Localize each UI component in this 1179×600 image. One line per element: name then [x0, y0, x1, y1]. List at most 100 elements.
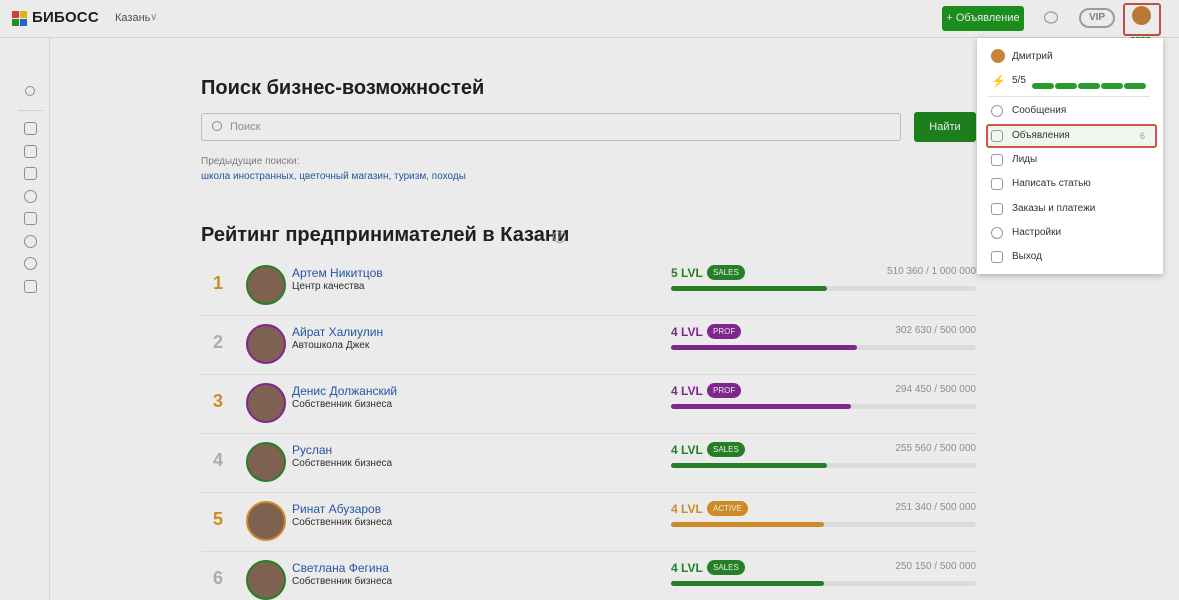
rank-number: 2	[213, 332, 224, 352]
briefcase-icon[interactable]	[24, 167, 37, 180]
user-name-link[interactable]: Денис Должанский	[292, 384, 398, 398]
chevron-down-icon[interactable]: ∨	[150, 12, 158, 23]
row-divider	[201, 374, 976, 375]
energy-bar	[1032, 76, 1150, 89]
menu-item-4[interactable]: Написать статью	[977, 173, 1163, 195]
avatar[interactable]	[1132, 6, 1151, 25]
menu-item-5[interactable]: Заказы и платежи	[977, 198, 1163, 220]
progress-fill	[671, 345, 858, 350]
pencil-icon	[991, 178, 1003, 190]
find-button[interactable]: Найти	[914, 112, 976, 142]
store-icon[interactable]	[24, 145, 37, 158]
megaphone-icon	[991, 130, 1003, 142]
level-label: 4 LVL	[671, 561, 703, 575]
help-icon[interactable]: ?	[553, 230, 566, 243]
menu-item-1[interactable]: Сообщения	[977, 100, 1163, 122]
dollar-icon[interactable]	[24, 235, 37, 248]
rating-row[interactable]: 2 Айрат Халиулин Автошкола Джек 4 LVL PR…	[201, 316, 976, 375]
search-input[interactable]	[201, 113, 901, 141]
clipboard-icon[interactable]	[24, 280, 37, 293]
user-name-link[interactable]: Руслан	[292, 443, 333, 457]
city-selector[interactable]: Казань	[115, 12, 151, 24]
avatar[interactable]	[246, 324, 286, 364]
menu-item-7[interactable]: Выход	[977, 246, 1163, 268]
previous-search-link[interactable]: школа иностранных	[201, 171, 294, 182]
progress-fill	[671, 286, 827, 291]
points-text: 302 630 / 500 000	[895, 325, 976, 336]
rank-number: 5	[213, 509, 224, 529]
search-icon[interactable]	[25, 86, 35, 96]
menu-item-6[interactable]: Настройки	[977, 222, 1163, 244]
search-placeholder: Поиск	[230, 121, 261, 133]
progress-track	[671, 345, 976, 350]
brand-name[interactable]: БИБОСС	[32, 9, 99, 26]
user-name-link[interactable]: Ринат Абузаров	[292, 502, 382, 516]
users-icon[interactable]	[24, 122, 37, 135]
logo-icon[interactable]	[12, 11, 27, 26]
progress-track	[671, 463, 976, 468]
rank-number: 6	[213, 568, 224, 588]
rating-row[interactable]: 4 Руслан Собственник бизнеса 4 LVL SALES…	[201, 434, 976, 493]
menu-item-label: Выход	[1012, 251, 1042, 262]
coins-icon[interactable]	[24, 190, 37, 203]
progress-fill	[671, 404, 851, 409]
search-icon	[212, 121, 222, 131]
cart-icon	[991, 203, 1003, 215]
rating-row[interactable]: 6 Светлана Фегина Собственник бизнеса 4 …	[201, 552, 976, 600]
points-text: 510 360 / 1 000 000	[887, 266, 976, 277]
bolt-icon: ⚡	[991, 74, 1006, 88]
points-text: 250 150 / 500 000	[895, 561, 976, 572]
rank-number: 1	[213, 273, 224, 293]
user-name-link[interactable]: Светлана Фегина	[292, 561, 389, 575]
previous-searches: школа иностранных, цветочный магазин, ту…	[201, 171, 466, 182]
divider	[18, 110, 43, 111]
previous-searches-label: Предыдущие поиски:	[201, 156, 300, 167]
level-badge: ACTIVE	[707, 501, 748, 516]
chat-icon[interactable]	[1043, 10, 1059, 26]
logout-icon	[991, 251, 1003, 263]
row-divider	[201, 551, 976, 552]
points-text: 294 450 / 500 000	[895, 384, 976, 395]
menu-item-label: Настройки	[1012, 227, 1062, 238]
user-company: Собственник бизнеса	[292, 458, 393, 469]
divider	[987, 96, 1150, 97]
page-title: Поиск бизнес-возможностей	[201, 77, 485, 99]
user-name-link[interactable]: Айрат Халиулин	[292, 325, 384, 339]
funnel-icon	[991, 154, 1003, 166]
calendar-icon[interactable]	[24, 212, 37, 225]
points-text: 255 560 / 500 000	[895, 443, 976, 454]
rating-row[interactable]: 1 Артем Никитцов Центр качества 5 LVL SA…	[201, 257, 976, 316]
avatar[interactable]	[246, 442, 286, 482]
progress-track	[671, 522, 976, 527]
avatar[interactable]	[246, 265, 286, 305]
level-label: 4 LVL	[671, 325, 703, 339]
bulb-icon[interactable]	[24, 257, 37, 270]
energy-count: 5/5	[1012, 75, 1026, 86]
progress-track	[671, 286, 976, 291]
avatar[interactable]	[246, 560, 286, 600]
level-badge: SALES	[707, 560, 745, 575]
level-label: 4 LVL	[671, 384, 703, 398]
user-company: Собственник бизнеса	[292, 517, 393, 528]
previous-search-link[interactable]: туризм	[394, 171, 427, 182]
level-label: 4 LVL	[671, 443, 703, 457]
rating-row[interactable]: 5 Ринат Абузаров Собственник бизнеса 4 L…	[201, 493, 976, 552]
user-name[interactable]: Дмитрий	[1012, 51, 1053, 62]
rating-row[interactable]: 3 Денис Должанский Собственник бизнеса 4…	[201, 375, 976, 434]
progress-fill	[671, 522, 824, 527]
level-label: 4 LVL	[671, 502, 703, 516]
avatar[interactable]	[246, 383, 286, 423]
level-badge: SALES	[707, 265, 745, 280]
new-ad-button[interactable]: + Объявление	[942, 6, 1024, 31]
menu-item-2[interactable]: Объявления	[977, 125, 1163, 147]
menu-item-3[interactable]: Лиды	[977, 149, 1163, 171]
vip-toggle[interactable]: VIP	[1079, 8, 1115, 28]
previous-search-link[interactable]: цветочный магазин	[299, 171, 389, 182]
level-badge: PROF	[707, 383, 742, 398]
progress-track	[671, 581, 976, 586]
user-name-link[interactable]: Артем Никитцов	[292, 266, 383, 280]
rank-number: 3	[213, 391, 224, 411]
user-company: Центр качества	[292, 281, 365, 292]
avatar[interactable]	[246, 501, 286, 541]
previous-search-link[interactable]: походы	[431, 171, 466, 182]
